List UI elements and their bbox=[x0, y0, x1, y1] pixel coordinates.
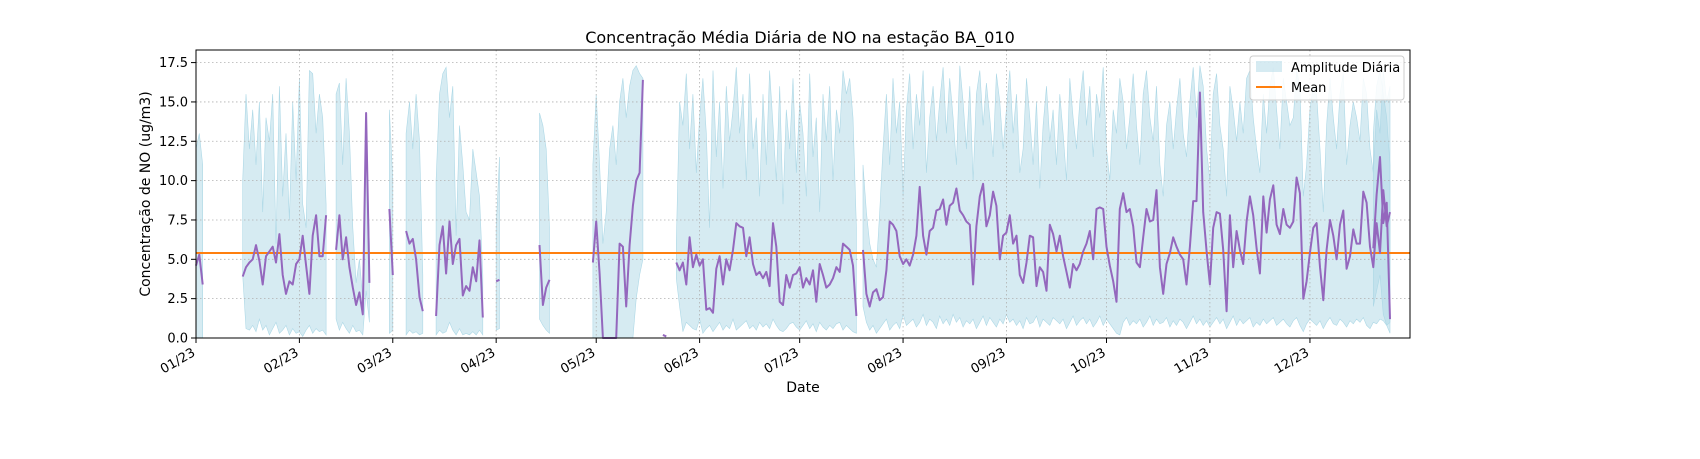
y-tick-label: 15.0 bbox=[159, 95, 188, 110]
mean-series-line-12 bbox=[1372, 156, 1391, 320]
mean-series-line-9 bbox=[662, 333, 667, 338]
mean-series-line-0 bbox=[195, 253, 204, 285]
chart-title: Concentração Média Diária de NO na estaç… bbox=[585, 28, 1015, 48]
amplitude-band-4 bbox=[405, 94, 424, 336]
y-tick-label: 0.0 bbox=[167, 332, 188, 347]
y-tick-label: 2.5 bbox=[167, 292, 188, 307]
y-tick-label: 5.0 bbox=[167, 253, 188, 268]
y-tick-label: 7.5 bbox=[167, 213, 188, 228]
legend-band-swatch bbox=[1256, 61, 1282, 72]
amplitude-band-5 bbox=[435, 66, 484, 336]
mean-series-line-11 bbox=[862, 91, 1391, 313]
series-layer bbox=[195, 79, 1391, 339]
plot-area bbox=[195, 49, 1411, 339]
mean-series-line-4 bbox=[405, 230, 424, 312]
y-axis: 0.0 2.5 5.0 7.5 10.0 12.5 15.0 17.5 bbox=[159, 56, 196, 347]
y-tick-label: 17.5 bbox=[159, 56, 188, 71]
mean-series-line-10 bbox=[675, 222, 858, 317]
y-tick-label: 10.0 bbox=[159, 174, 188, 189]
y-axis-label: Concentração de NO (ug/m3) bbox=[138, 91, 154, 296]
amplitude-band-0 bbox=[195, 133, 203, 339]
legend-frame bbox=[1249, 55, 1405, 101]
mean-series-line-8 bbox=[591, 79, 644, 339]
mean-series-line-6 bbox=[495, 278, 500, 283]
amplitude-band-6 bbox=[495, 156, 500, 331]
mean-series-line-5 bbox=[435, 220, 484, 318]
mean-series-line-3 bbox=[388, 208, 394, 276]
legend: Amplitude Diária Mean bbox=[1249, 55, 1405, 101]
x-axis-label: Date bbox=[786, 380, 819, 396]
amplitude-band-2 bbox=[335, 78, 370, 336]
mean-series-line-2 bbox=[335, 112, 371, 316]
legend-band-label: Amplitude Diária bbox=[1291, 61, 1400, 76]
y-tick-label: 12.5 bbox=[159, 135, 188, 150]
mean-series-line-1 bbox=[241, 214, 328, 295]
legend-mean-label: Mean bbox=[1291, 81, 1326, 96]
mean-series-line-7 bbox=[538, 245, 551, 306]
axes-frame bbox=[195, 49, 1411, 339]
